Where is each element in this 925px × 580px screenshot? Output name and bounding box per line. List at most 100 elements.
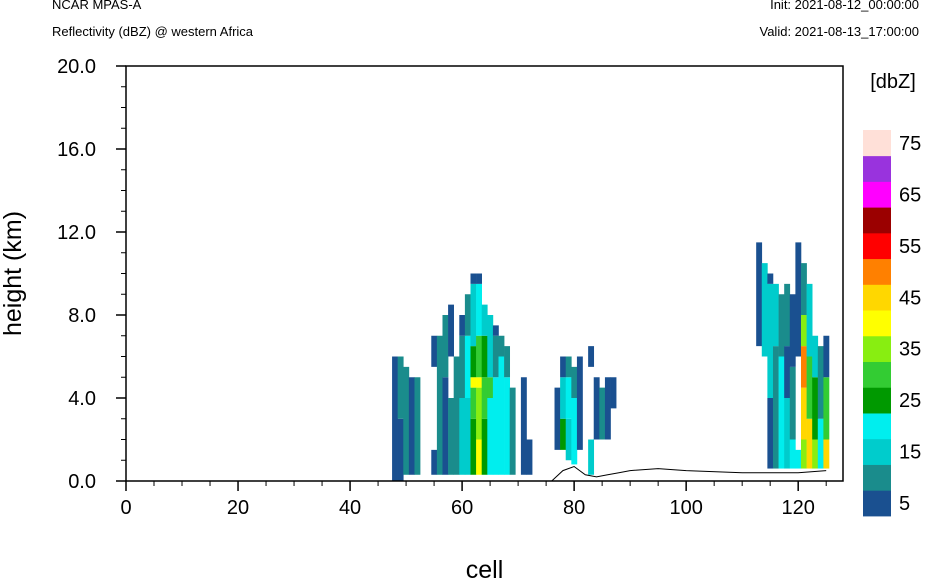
reflectivity-cell: [560, 356, 567, 378]
reflectivity-cell: [756, 242, 763, 347]
reflectivity-cell: [464, 398, 471, 475]
reflectivity-cell: [778, 294, 785, 357]
reflectivity-cell: [459, 335, 466, 398]
reflectivity-cell: [795, 242, 802, 357]
reflectivity-cells: [392, 242, 830, 481]
field-title: Reflectivity (dBZ) @ western Africa: [52, 24, 254, 39]
model-title: NCAR MPAS-A: [52, 0, 142, 12]
reflectivity-cell: [812, 335, 819, 378]
reflectivity-cell: [436, 335, 443, 475]
reflectivity-cell: [817, 418, 824, 469]
y-axis-label: height (km): [0, 211, 27, 336]
reflectivity-cell: [492, 335, 499, 378]
reflectivity-cell: [397, 356, 404, 419]
reflectivity-cell: [487, 315, 494, 378]
reflectivity-cell: [806, 418, 813, 469]
reflectivity-cell: [487, 377, 494, 398]
reflectivity-cell: [470, 346, 477, 378]
colorbar-label: 65: [899, 184, 921, 206]
y-axis-ticks: 0.0 4.0 8.0 12.0 16.0 20.0: [57, 56, 126, 493]
reflectivity-cell: [800, 346, 807, 388]
reflectivity-cell: [588, 439, 595, 475]
reflectivity-cell: [442, 315, 449, 378]
colorbar-swatch: [863, 490, 891, 517]
reflectivity-cell: [459, 315, 466, 336]
reflectivity-cell: [812, 377, 819, 440]
reflectivity-cell: [498, 356, 505, 475]
colorbar-label: 55: [899, 236, 921, 258]
valid-time: Valid: 2021-08-13_17:00:00: [759, 24, 920, 39]
colorbar-swatch: [863, 232, 891, 260]
reflectivity-cell: [492, 325, 499, 336]
colorbar-swatch: [863, 310, 891, 337]
reflectivity-cell: [509, 387, 516, 475]
reflectivity-cell: [481, 335, 488, 378]
reflectivity-cell: [487, 398, 494, 475]
reflectivity-cell: [453, 356, 460, 475]
reflectivity-cell: [504, 346, 511, 378]
reflectivity-cell: [464, 335, 471, 398]
reflectivity-cell: [571, 366, 578, 398]
reflectivity-cell: [431, 449, 438, 475]
y-tick-label: 12.0: [57, 222, 96, 244]
reflectivity-cell: [464, 294, 471, 336]
reflectivity-cell: [800, 263, 807, 315]
reflectivity-cell: [476, 335, 482, 378]
reflectivity-cell: [789, 294, 796, 367]
reflectivity-cell: [392, 356, 398, 481]
x-tick-label: 100: [669, 497, 702, 519]
reflectivity-cell: [470, 377, 477, 388]
reflectivity-cell: [789, 439, 796, 469]
reflectivity-cell: [571, 398, 578, 465]
reflectivity-cell: [767, 398, 774, 469]
reflectivity-cell: [459, 398, 466, 475]
x-tick-label: 120: [782, 497, 815, 519]
y-tick-label: 0.0: [68, 471, 96, 493]
colorbar-swatch: [863, 181, 891, 208]
reflectivity-cell: [823, 335, 830, 378]
x-tick-label: 40: [339, 497, 361, 519]
colorbar-swatch: [863, 335, 891, 362]
reflectivity-cell: [599, 387, 606, 440]
reflectivity-cell: [554, 387, 561, 450]
x-tick-label: 80: [563, 497, 585, 519]
reflectivity-cell: [800, 315, 807, 347]
reflectivity-cell: [470, 283, 477, 347]
init-time: Init: 2021-08-12_00:00:00: [770, 0, 919, 12]
reflectivity-cell: [812, 439, 819, 469]
reflectivity-cell: [795, 449, 802, 469]
reflectivity-cell: [448, 304, 454, 357]
reflectivity-cell: [498, 335, 505, 357]
reflectivity-cell: [470, 387, 477, 419]
reflectivity-cell: [560, 377, 567, 419]
reflectivity-cell: [761, 263, 768, 357]
colorbar-swatch: [863, 464, 891, 491]
reflectivity-cell: [784, 283, 791, 347]
colorbar-label: 15: [899, 442, 921, 464]
reflectivity-cell: [492, 377, 499, 475]
reflectivity-cell: [481, 377, 488, 419]
colorbar-label: 45: [899, 287, 921, 309]
x-tick-label: 60: [451, 497, 473, 519]
reflectivity-cell: [767, 273, 774, 284]
colorbar-swatch: [863, 413, 891, 440]
reflectivity-cell: [772, 283, 779, 347]
reflectivity-cell: [806, 356, 813, 419]
reflectivity-cell: [784, 398, 791, 469]
colorbar-swatch: [863, 155, 891, 182]
reflectivity-cell: [476, 439, 482, 475]
colorbar-label: 75: [899, 133, 921, 155]
reflectivity-cell: [520, 377, 527, 475]
reflectivity-cell: [476, 283, 482, 336]
reflectivity-cell: [481, 418, 488, 475]
reflectivity-cell: [565, 377, 572, 419]
colorbar-label: 35: [899, 339, 921, 361]
reflectivity-cell: [565, 356, 572, 378]
reflectivity-cell: [823, 439, 830, 469]
reflectivity-cell: [565, 418, 572, 461]
colorbar-swatch: [863, 207, 891, 234]
reflectivity-cell: [408, 377, 415, 475]
reflectivity-cell: [806, 283, 813, 357]
reflectivity-cell: [817, 346, 824, 419]
reflectivity-cell: [431, 335, 438, 367]
